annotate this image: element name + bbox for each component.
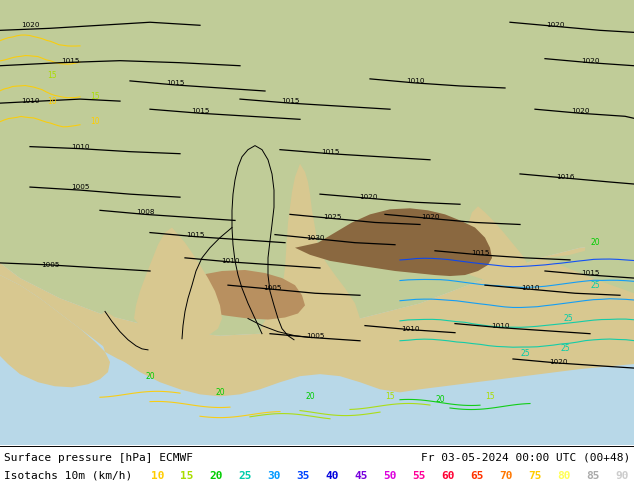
Text: 1005: 1005 bbox=[306, 333, 324, 339]
Polygon shape bbox=[295, 208, 492, 276]
Text: 25: 25 bbox=[563, 314, 573, 323]
Text: 1020: 1020 bbox=[359, 194, 377, 200]
Text: 70: 70 bbox=[499, 471, 513, 481]
Polygon shape bbox=[0, 275, 110, 387]
Text: 25: 25 bbox=[520, 349, 530, 358]
Text: 20: 20 bbox=[209, 471, 223, 481]
Text: 1020: 1020 bbox=[571, 108, 589, 114]
Text: 1025: 1025 bbox=[323, 215, 341, 220]
Text: 55: 55 bbox=[412, 471, 426, 481]
Text: 15: 15 bbox=[485, 392, 495, 401]
Text: 25: 25 bbox=[590, 281, 600, 290]
Text: Isotachs 10m (km/h): Isotachs 10m (km/h) bbox=[4, 471, 133, 481]
Text: 1015: 1015 bbox=[471, 250, 489, 256]
Text: 10: 10 bbox=[90, 117, 100, 126]
Polygon shape bbox=[155, 270, 305, 319]
Text: 65: 65 bbox=[470, 471, 484, 481]
Text: 1015: 1015 bbox=[281, 98, 299, 104]
Text: 20: 20 bbox=[435, 395, 445, 404]
Text: 20: 20 bbox=[145, 371, 155, 381]
Text: 10: 10 bbox=[47, 97, 57, 106]
Polygon shape bbox=[0, 0, 634, 336]
Text: 40: 40 bbox=[325, 471, 339, 481]
Text: 25: 25 bbox=[560, 344, 570, 353]
Text: 15: 15 bbox=[90, 92, 100, 100]
Text: 1020: 1020 bbox=[546, 22, 564, 28]
Text: 1010: 1010 bbox=[71, 144, 89, 149]
Text: 1005: 1005 bbox=[262, 285, 281, 291]
Text: 1010: 1010 bbox=[491, 322, 509, 329]
Text: 1015: 1015 bbox=[165, 80, 184, 86]
Text: 1010: 1010 bbox=[401, 326, 419, 332]
Text: 1020: 1020 bbox=[21, 22, 39, 28]
Text: 1010: 1010 bbox=[521, 285, 540, 291]
Polygon shape bbox=[134, 227, 222, 338]
Text: 20: 20 bbox=[305, 392, 315, 401]
Text: 1020: 1020 bbox=[421, 215, 439, 220]
Text: 20: 20 bbox=[215, 388, 225, 397]
Text: 15: 15 bbox=[180, 471, 194, 481]
Text: 80: 80 bbox=[557, 471, 571, 481]
Text: 1008: 1008 bbox=[136, 209, 154, 215]
Text: 75: 75 bbox=[528, 471, 541, 481]
Text: 1010: 1010 bbox=[21, 98, 39, 104]
Text: 1020: 1020 bbox=[549, 359, 567, 365]
Text: 1010: 1010 bbox=[406, 78, 424, 84]
Text: Fr 03-05-2024 00:00 UTC (00+48): Fr 03-05-2024 00:00 UTC (00+48) bbox=[421, 453, 630, 463]
Text: Surface pressure [hPa] ECMWF: Surface pressure [hPa] ECMWF bbox=[4, 453, 193, 463]
Text: 20: 20 bbox=[590, 238, 600, 247]
Text: 10: 10 bbox=[152, 471, 165, 481]
Text: 50: 50 bbox=[383, 471, 397, 481]
Text: 1020: 1020 bbox=[581, 58, 599, 64]
Polygon shape bbox=[0, 243, 634, 396]
Text: 85: 85 bbox=[586, 471, 600, 481]
Text: 15: 15 bbox=[47, 72, 57, 80]
Polygon shape bbox=[98, 312, 152, 366]
Text: 15: 15 bbox=[385, 392, 395, 401]
Text: 1015: 1015 bbox=[61, 58, 79, 64]
Text: 1015: 1015 bbox=[321, 148, 339, 155]
Text: 1005: 1005 bbox=[41, 262, 59, 268]
Text: 60: 60 bbox=[441, 471, 455, 481]
Text: 1016: 1016 bbox=[556, 174, 574, 180]
Polygon shape bbox=[464, 206, 534, 287]
Text: 1015: 1015 bbox=[186, 232, 204, 238]
Text: 35: 35 bbox=[296, 471, 310, 481]
Text: 1015: 1015 bbox=[191, 108, 209, 114]
Text: 30: 30 bbox=[268, 471, 281, 481]
Text: 1005: 1005 bbox=[71, 184, 89, 190]
Polygon shape bbox=[540, 142, 634, 293]
Polygon shape bbox=[260, 164, 360, 339]
Text: 1030: 1030 bbox=[306, 235, 324, 241]
Text: 45: 45 bbox=[354, 471, 368, 481]
Text: 90: 90 bbox=[615, 471, 629, 481]
Text: 1010: 1010 bbox=[221, 258, 239, 264]
Text: 1015: 1015 bbox=[581, 270, 599, 276]
Text: 25: 25 bbox=[238, 471, 252, 481]
